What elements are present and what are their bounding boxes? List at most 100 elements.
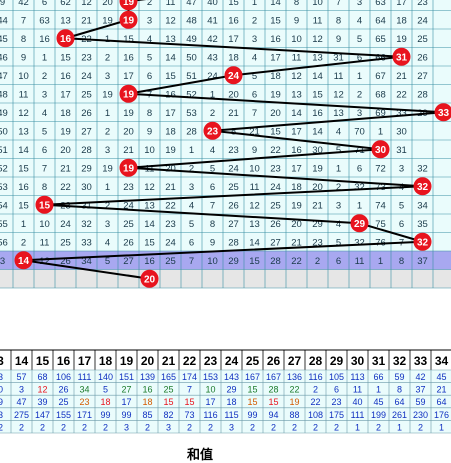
stat-cell: 45 bbox=[436, 372, 446, 382]
svg-text:30: 30 bbox=[375, 145, 387, 156]
stat-cell: 2 bbox=[292, 422, 297, 432]
grid-cell-value: 8 bbox=[210, 219, 215, 230]
grid-cell-value: 24 bbox=[60, 219, 71, 230]
stat-cell: 3 bbox=[124, 422, 129, 432]
grid-cell-value: 14 bbox=[249, 237, 260, 248]
drawn-number-ball: 23 bbox=[204, 122, 222, 140]
stat-cell: 230 bbox=[413, 410, 428, 420]
grid-cell-value: 3 bbox=[147, 15, 152, 26]
grid-cell-value: 50 bbox=[0, 126, 8, 137]
stat-cell: 40 bbox=[352, 397, 362, 407]
grid-cell-value: 7 bbox=[42, 163, 47, 174]
grid-cell-value: 10 bbox=[207, 256, 218, 267]
grid-cell-value: 12 bbox=[144, 182, 155, 193]
stat-cell: 147 bbox=[35, 410, 50, 420]
grid-cell-value: 11 bbox=[40, 237, 50, 248]
grid-cell-value: 9 bbox=[210, 237, 215, 248]
grid-cell-value: 5 bbox=[399, 200, 404, 211]
grid-cell-value: 10 bbox=[291, 34, 302, 45]
svg-text:14: 14 bbox=[18, 256, 30, 267]
grid-cell-value: 28 bbox=[417, 89, 428, 100]
stat-cell: 18 bbox=[100, 397, 110, 407]
grid-cell-value: 49 bbox=[186, 34, 197, 45]
stat-cell: 22 bbox=[310, 397, 320, 407]
grid-cell-value: 4 bbox=[357, 15, 362, 26]
stat-cell: 25 bbox=[163, 385, 173, 395]
grid-cell-value: 4 bbox=[210, 145, 215, 156]
grid-cell-value: 2 bbox=[105, 126, 110, 137]
stat-cell: 15 bbox=[184, 397, 194, 407]
grid-cell-value: 8 bbox=[399, 256, 404, 267]
drawn-number-ball: 32 bbox=[414, 233, 432, 251]
grid-cell-value: 1 bbox=[357, 71, 362, 82]
svg-text:32: 32 bbox=[417, 237, 429, 248]
stat-cell: 57 bbox=[16, 372, 26, 382]
grid-cell-value: 18 bbox=[165, 126, 176, 137]
svg-text:19: 19 bbox=[123, 0, 135, 8]
svg-text:19: 19 bbox=[123, 15, 135, 26]
grid-cell-value: 3 bbox=[105, 71, 110, 82]
stat-cell: 73 bbox=[184, 410, 194, 420]
stat-cell: 111 bbox=[78, 372, 92, 382]
grid-cell-value: 1 bbox=[336, 163, 341, 174]
grid-cell-value: 20 bbox=[270, 108, 281, 119]
stat-cell: 6 bbox=[334, 385, 339, 395]
stat-cell: 140 bbox=[98, 372, 113, 382]
stat-cell: 22 bbox=[289, 385, 299, 395]
grid-cell-value: 23 bbox=[123, 182, 134, 193]
grid-cell-value: 14 bbox=[144, 219, 155, 230]
grid-cell-value: 25 bbox=[60, 237, 71, 248]
grid-cell-value: 21 bbox=[123, 145, 134, 156]
column-header: 33 bbox=[414, 354, 428, 368]
grid-cell-value: 51 bbox=[186, 71, 197, 82]
grid-cell-value: 5 bbox=[336, 145, 341, 156]
grid-cell-value: 12 bbox=[165, 15, 176, 26]
grid-cell-value: 44 bbox=[0, 15, 8, 26]
stat-cell: 21 bbox=[436, 385, 446, 395]
drawn-number-ball: 29 bbox=[351, 214, 369, 232]
grid-cell-value: 9 bbox=[147, 126, 152, 137]
stat-cell: 199 bbox=[371, 410, 386, 420]
grid-cell-value: 28 bbox=[186, 126, 197, 137]
grid-cell-value: 53 bbox=[0, 182, 8, 193]
grid-cell-value: 21 bbox=[228, 108, 239, 119]
grid-cell-value: 28 bbox=[270, 256, 281, 267]
grid-cell-value: 30 bbox=[81, 182, 92, 193]
grid-cell-value: 14 bbox=[312, 71, 323, 82]
stat-cell: 8 bbox=[397, 385, 402, 395]
grid-cell-value: 19 bbox=[312, 163, 323, 174]
grid-cell-value: 16 bbox=[18, 182, 29, 193]
stat-cell: 15 bbox=[247, 397, 257, 407]
grid-cell-value: 63 bbox=[375, 0, 386, 8]
grid-cell-value: 24 bbox=[165, 237, 176, 248]
drawn-number-ball: 19 bbox=[120, 85, 138, 103]
grid-cell-value: 26 bbox=[417, 52, 428, 63]
grid-cell-value: 42 bbox=[18, 0, 29, 8]
grid-cell-value: 16 bbox=[270, 34, 281, 45]
stat-cell: 2 bbox=[19, 422, 24, 432]
grid-cell-value: 15 bbox=[312, 89, 323, 100]
stat-cell: 1 bbox=[397, 422, 402, 432]
grid-cell-value: 70 bbox=[354, 126, 365, 137]
grid-cell-value: 19 bbox=[102, 163, 113, 174]
grid-cell-value: 27 bbox=[228, 219, 239, 230]
grid-cell-value: 8 bbox=[21, 34, 26, 45]
column-header: 20 bbox=[141, 354, 155, 368]
grid-cell-value: 24 bbox=[417, 15, 428, 26]
grid-cell-value: 15 bbox=[60, 52, 71, 63]
grid-cell-value: 16 bbox=[60, 71, 71, 82]
stat-cell: 59 bbox=[394, 372, 404, 382]
grid-cell-value: 25 bbox=[165, 256, 176, 267]
svg-text:16: 16 bbox=[60, 34, 72, 45]
grid-cell-value: 9 bbox=[336, 34, 341, 45]
grid-cell-value: 2 bbox=[42, 71, 47, 82]
grid-cell-value: 6 bbox=[399, 219, 404, 230]
stat-cell: 151 bbox=[119, 372, 134, 382]
svg-text:19: 19 bbox=[123, 163, 135, 174]
stat-cell: 28 bbox=[268, 385, 278, 395]
stat-cell: 66 bbox=[373, 372, 383, 382]
stat-cell: 59 bbox=[415, 397, 425, 407]
stat-cell: 143 bbox=[224, 372, 239, 382]
